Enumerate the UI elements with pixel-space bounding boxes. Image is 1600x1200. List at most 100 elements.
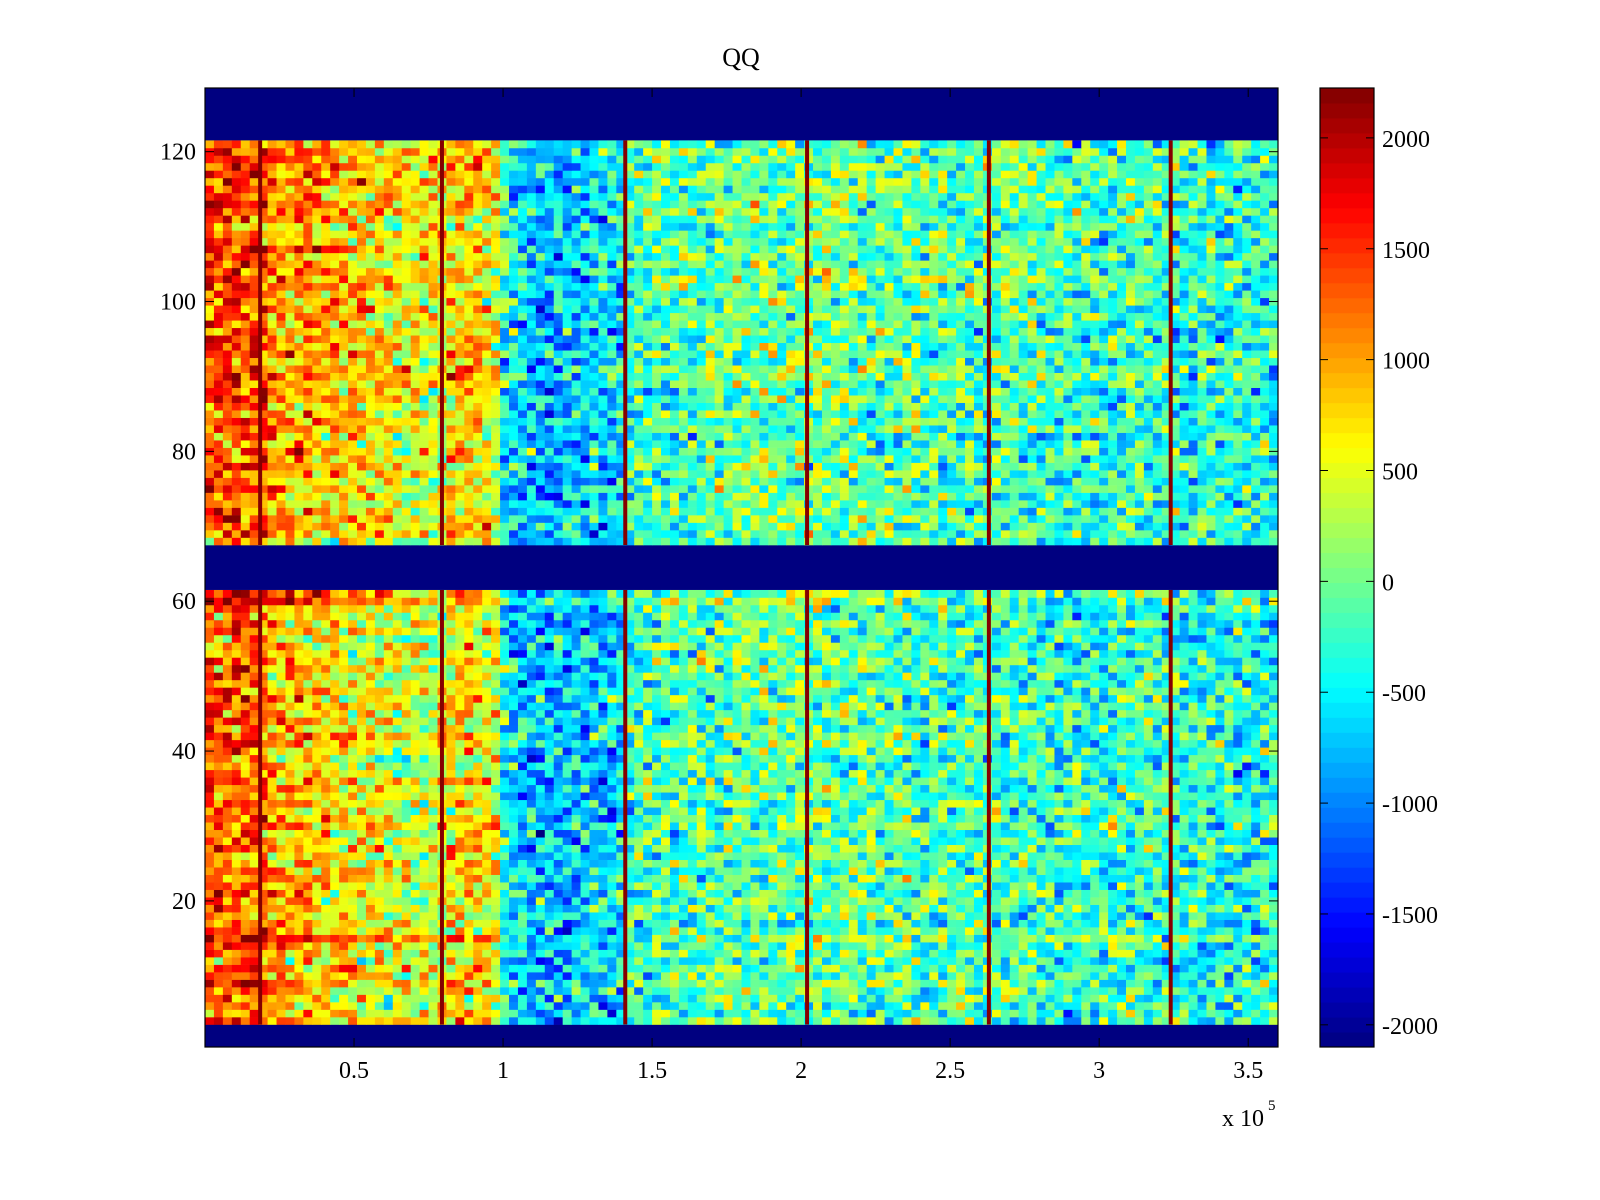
heatmap-cell [1125,979,1136,988]
heatmap-cell [1206,987,1216,995]
heatmap-cell [1063,987,1073,995]
heatmap-cell [231,709,242,718]
heatmap-cell [1027,762,1037,771]
heatmap-cell [589,1017,599,1025]
heatmap-cell [1269,799,1279,808]
heatmap-cell [1179,829,1189,838]
heatmap-cell [517,784,528,793]
heatmap-cell [419,799,429,808]
heatmap-cell [339,897,349,905]
heatmap-cell [383,972,394,980]
heatmap-cell [929,979,939,988]
heatmap-cell [1072,942,1082,950]
heatmap-cell [965,964,975,973]
heatmap-cell [1260,942,1270,950]
heatmap-cell [526,1002,537,1010]
heatmap-cell [339,724,349,733]
heatmap-cell [723,844,733,853]
heatmap-cell [652,814,662,823]
heatmap-cell [678,897,689,905]
heatmap-cell [535,964,546,973]
heatmap-cell [821,972,832,980]
heatmap-cell [500,747,510,756]
heatmap-cell [1260,844,1270,853]
heatmap-cell [598,829,608,838]
heatmap-cell [795,1017,805,1025]
heatmap-cell [795,874,805,883]
heatmap-cell [1117,814,1127,823]
heatmap-cell [1099,762,1109,771]
heatmap-cell [1206,724,1216,733]
heatmap-cell [374,792,385,801]
heatmap-cell [330,897,340,905]
heatmap-cell [392,979,403,988]
heatmap-cell [1161,1002,1172,1010]
heatmap-cell [1242,784,1252,793]
heatmap-cell [294,754,304,763]
heatmap-cell [312,709,322,718]
heatmap-cell [589,882,599,890]
heatmap-cell [947,897,957,905]
heatmap-cell [267,754,277,763]
heatmap-cell [929,1002,939,1010]
heatmap-cell [1036,784,1046,793]
heatmap-cell [625,709,635,718]
heatmap-cell [365,807,376,816]
heatmap-cell [1224,762,1234,771]
heatmap-cell [911,724,921,733]
heatmap-cell [1090,942,1100,950]
heatmap-cell [526,882,537,890]
heatmap-cell [535,852,546,860]
heatmap-cell [1108,852,1118,860]
heatmap-cell [1188,934,1198,943]
heatmap-cell [562,859,573,868]
heatmap-cell [526,754,537,763]
heatmap-cell [1215,1009,1225,1018]
heatmap-cell [732,859,742,868]
heatmap-cell [1134,874,1145,883]
heatmap-cell [696,762,707,771]
heatmap-cell [634,859,644,868]
heatmap-cell [580,897,590,905]
heatmap-cell [517,942,528,950]
heatmap-cell [741,972,751,980]
heatmap-cell [830,799,841,808]
heatmap-cell [491,784,501,793]
heatmap-cell [1233,882,1243,890]
heatmap-cell [777,814,787,823]
heatmap-cell [884,957,894,965]
heatmap-cell [365,882,376,890]
heatmap-cell [285,859,295,868]
heatmap-cell [1018,769,1029,778]
heatmap-cell [1206,904,1216,913]
heatmap-cell [249,1002,260,1010]
heatmap-cell [669,964,680,973]
heatmap-cell [714,852,725,860]
heatmap-cell [643,792,653,801]
heatmap-cell [1099,987,1109,995]
heatmap-cell [312,957,322,965]
heatmap-cell [786,792,796,801]
heatmap-cell [410,747,420,756]
heatmap-cell [1018,762,1029,771]
heatmap-cell [652,882,662,890]
heatmap-cell [741,822,751,831]
heatmap-cell [357,964,367,973]
heatmap-cell [875,807,885,816]
heatmap-cell [544,972,555,980]
heatmap-cell [491,987,501,995]
heatmap-cell [321,807,331,816]
heatmap-cell [661,739,671,748]
heatmap-cell [580,844,590,853]
heatmap-cell [1197,747,1207,756]
heatmap-cell [1125,732,1136,741]
heatmap-cell [285,717,295,726]
heatmap-cell [777,807,787,816]
heatmap-cell [589,724,599,733]
heatmap-cell [1269,784,1279,793]
heatmap-cell [374,919,385,928]
heatmap-cell [607,1017,617,1025]
heatmap-cell [330,739,340,748]
heatmap-cell [893,829,903,838]
heatmap-cell [1206,844,1216,853]
